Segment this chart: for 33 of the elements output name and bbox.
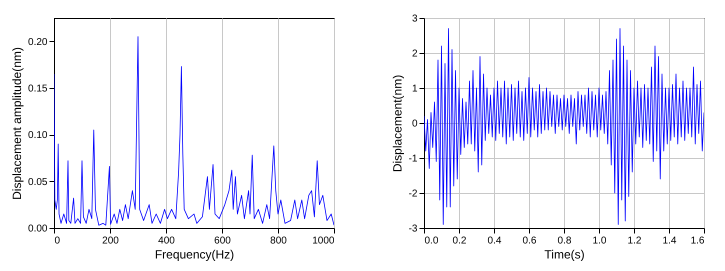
line-series: [54, 36, 334, 226]
x-tick-label: 0: [54, 236, 60, 246]
x-tick-label: 0.2: [452, 236, 467, 246]
y-tick-label: 0.20: [28, 36, 48, 48]
y-axis-title: Displacement(nm): [390, 74, 405, 172]
x-axis-title: Time(s): [544, 248, 585, 262]
x-tick-label: 200: [102, 236, 120, 246]
y-tick-label: 3: [412, 14, 418, 24]
y-tick-label: 0.00: [28, 224, 48, 234]
y-tick-label: 0.10: [28, 130, 48, 142]
x-tick-label: 1.4: [662, 236, 677, 246]
y-tick-label: 1: [412, 84, 418, 94]
y-tick-label: -1: [408, 154, 418, 164]
x-tick-label: 800: [270, 236, 288, 246]
y-tick-label: 0.15: [28, 84, 48, 94]
y-tick-label: 2: [412, 48, 418, 60]
y-tick-label: 0.05: [28, 176, 48, 188]
x-tick-label: 0.0: [424, 236, 439, 246]
x-tick-label: 400: [158, 236, 176, 246]
x-tick-label: 1000: [312, 236, 335, 246]
line-series: [424, 28, 704, 225]
x-tick-label: 0.6: [522, 236, 537, 246]
x-tick-label: 0.4: [488, 236, 502, 246]
x-tick-label: 1.0: [592, 236, 607, 246]
y-tick-label: -3: [408, 224, 418, 234]
x-tick-label: 1.6: [690, 236, 705, 246]
y-axis-title: Displacement amplitude(nm): [10, 47, 24, 200]
y-tick-label: -2: [408, 188, 418, 200]
x-tick-label: 1.2: [628, 236, 642, 246]
x-tick-label: 600: [214, 236, 232, 246]
x-axis-title: Frequency(Hz): [154, 248, 234, 262]
y-tick-label: 0: [412, 118, 418, 130]
x-tick-label: 0.8: [558, 236, 572, 246]
